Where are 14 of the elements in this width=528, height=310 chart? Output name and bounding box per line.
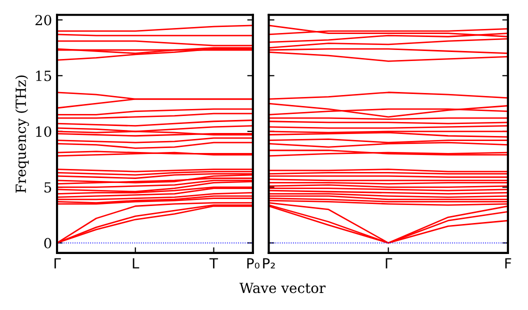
x-tick-label: L	[132, 258, 140, 268]
x-tick-label: Γ	[54, 258, 61, 268]
x-tick-label: P₂	[263, 258, 275, 268]
x-tick-label: T	[209, 258, 218, 268]
y-tick-label: 0	[44, 238, 52, 248]
x-tick-label: Γ	[386, 258, 392, 268]
x-tick-label: F	[505, 258, 512, 268]
y-tick-label: 10	[36, 126, 52, 137]
y-axis-title: Frequency (THz)	[15, 75, 29, 193]
y-tick-label: 15	[36, 70, 52, 82]
y-tick-label: 5	[44, 182, 52, 193]
y-tick-label: 20	[35, 14, 52, 26]
x-tick-label: P₀	[247, 258, 260, 269]
x-axis-title: Wave vector	[239, 282, 326, 294]
